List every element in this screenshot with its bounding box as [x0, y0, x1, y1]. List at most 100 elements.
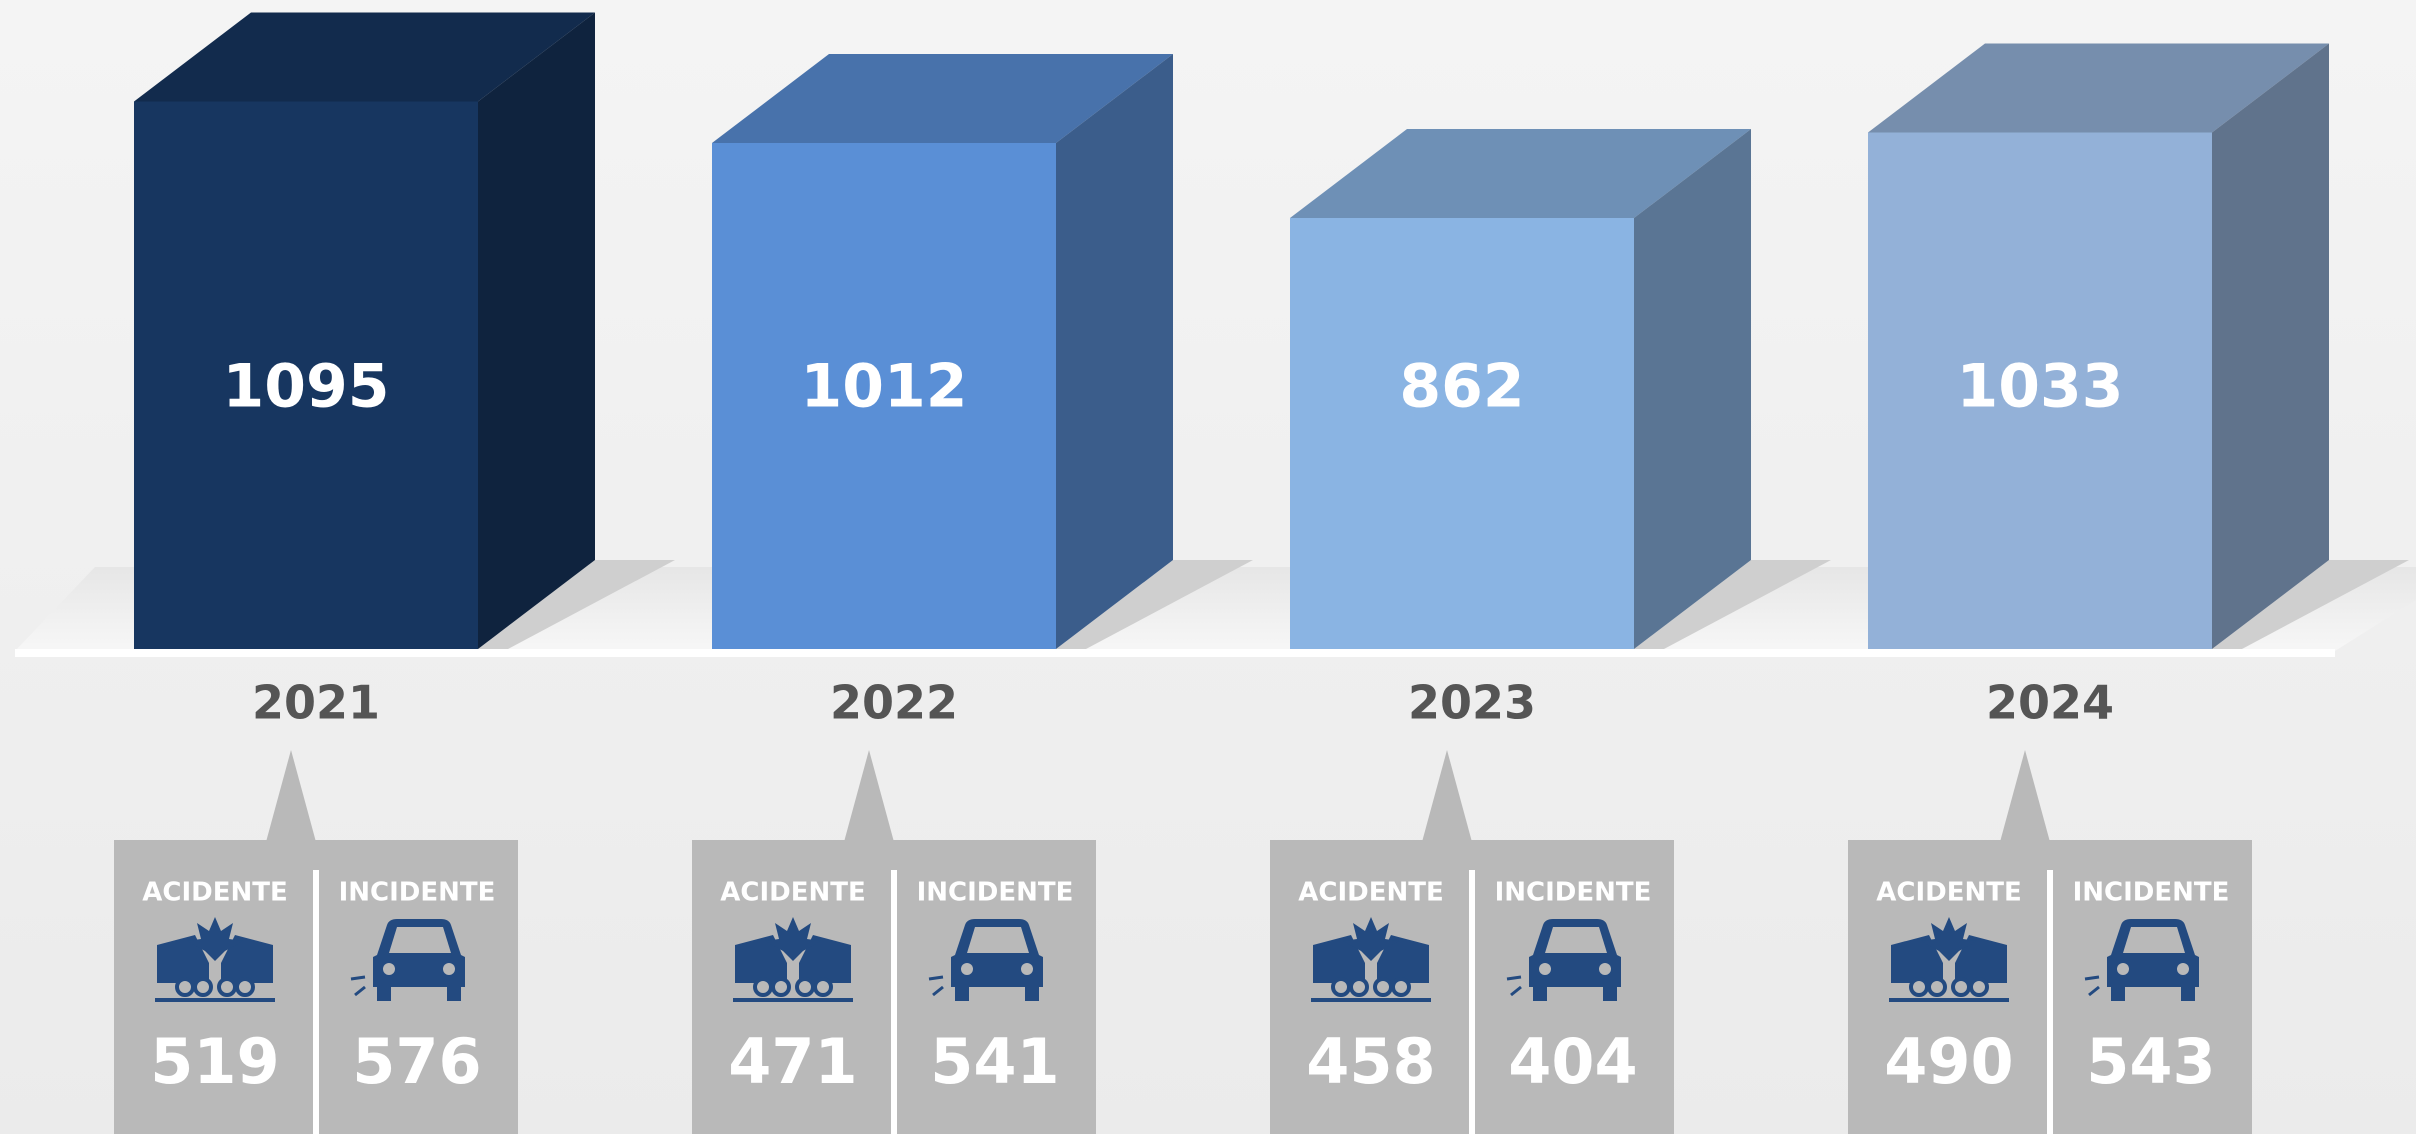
icon-light	[2177, 963, 2189, 975]
bar-side	[478, 12, 595, 649]
icon-wheel	[217, 977, 237, 997]
breakdown-value: 519	[150, 1025, 279, 1098]
accident-icon	[1889, 917, 2009, 1002]
icon-wheel	[753, 977, 773, 997]
bar-value-label: 1095	[223, 352, 390, 422]
icon-wheel	[1909, 977, 1929, 997]
bar-top	[1868, 43, 2329, 133]
breakdown-label: ACIDENTE	[1298, 878, 1443, 908]
floor-edge	[15, 649, 2335, 657]
callout-pointer	[1422, 750, 1472, 842]
incident-icon	[1506, 919, 1621, 1001]
icon-ground	[1889, 998, 2009, 1002]
x-tick-label: 2023	[1408, 676, 1536, 730]
icon-burst	[765, 917, 821, 961]
icon-wheel	[955, 985, 969, 1001]
callout-pointer	[844, 750, 894, 842]
bar	[1868, 132, 2212, 649]
icon-burst	[1921, 917, 1977, 961]
bar-top	[1290, 129, 1751, 218]
icon-skid	[350, 975, 366, 997]
x-tick-label: 2021	[252, 676, 380, 730]
icon-car-right	[1955, 935, 2007, 983]
icon-windshield	[389, 927, 451, 953]
incident-icon	[2084, 919, 2199, 1001]
x-tick-label: 2024	[1986, 676, 2114, 730]
breakdown-divider	[1469, 870, 1475, 1134]
icon-wheel	[1969, 977, 1989, 997]
bar-side	[1634, 129, 1751, 649]
breakdown-label: INCIDENTE	[2073, 878, 2230, 908]
bar-value-label: 1033	[1957, 352, 2124, 422]
icon-car-left	[157, 935, 209, 983]
icon-windshield	[967, 927, 1029, 953]
icon-light	[2117, 963, 2129, 975]
icon-skid	[928, 975, 944, 997]
icon-light	[961, 963, 973, 975]
icon-wheel	[2111, 985, 2125, 1001]
icon-wheel	[1349, 977, 1369, 997]
icon-ground	[733, 998, 853, 1002]
icon-car-right	[799, 935, 851, 983]
breakdown-value: 490	[1884, 1025, 2013, 1098]
icon-car-right	[221, 935, 273, 983]
icon-wheel	[2181, 985, 2195, 1001]
icon-car-left	[735, 935, 787, 983]
icon-car-left	[1313, 935, 1365, 983]
icon-burst	[187, 917, 243, 961]
bar-shadow	[2212, 560, 2409, 649]
icon-wheel	[1025, 985, 1039, 1001]
breakdown-label: ACIDENTE	[142, 878, 287, 908]
breakdown-divider	[891, 870, 897, 1134]
icon-light	[443, 963, 455, 975]
incident-icon	[350, 919, 465, 1001]
breakdown-value: 576	[352, 1025, 481, 1098]
icon-ground	[155, 998, 275, 1002]
icon-skid	[1506, 975, 1522, 997]
breakdown-label: ACIDENTE	[720, 878, 865, 908]
icon-skid	[2084, 975, 2100, 997]
breakdown-divider	[313, 870, 319, 1134]
bar-shadow	[1634, 560, 1831, 649]
callout-pointer	[2000, 750, 2050, 842]
icon-wheel	[1533, 985, 1547, 1001]
icon-wheel	[1951, 977, 1971, 997]
bar-value-label: 862	[1399, 352, 1524, 422]
icon-car-left	[1891, 935, 1943, 983]
breakdown-label: INCIDENTE	[1495, 878, 1652, 908]
breakdown-value: 543	[2086, 1025, 2215, 1098]
icon-wheel	[1391, 977, 1411, 997]
bar-shadow	[1056, 560, 1253, 649]
icon-wheel	[447, 985, 461, 1001]
breakdown-value: 404	[1508, 1025, 1637, 1098]
accident-icon	[1311, 917, 1431, 1002]
breakdown-value: 458	[1306, 1025, 1435, 1098]
breakdown-divider	[2047, 870, 2053, 1134]
icon-wheel	[193, 977, 213, 997]
bar-top	[712, 54, 1173, 143]
icon-light	[1599, 963, 1611, 975]
bar-shadow	[478, 560, 675, 649]
icon-windshield	[1545, 927, 1607, 953]
accident-icon	[733, 917, 853, 1002]
bar-side	[2212, 43, 2329, 649]
icon-wheel	[771, 977, 791, 997]
breakdown-label: ACIDENTE	[1876, 878, 2021, 908]
icon-wheel	[175, 977, 195, 997]
icon-wheel	[795, 977, 815, 997]
icon-light	[383, 963, 395, 975]
icon-wheel	[813, 977, 833, 997]
bar-top	[134, 12, 595, 102]
bar	[1290, 218, 1634, 649]
x-tick-label: 2022	[830, 676, 958, 730]
bar	[134, 101, 478, 649]
incident-icon	[928, 919, 1043, 1001]
bar-side	[1056, 54, 1173, 649]
breakdown-value: 471	[728, 1025, 857, 1098]
icon-wheel	[1331, 977, 1351, 997]
icon-windshield	[2123, 927, 2185, 953]
bar	[712, 143, 1056, 649]
icon-wheel	[1603, 985, 1617, 1001]
